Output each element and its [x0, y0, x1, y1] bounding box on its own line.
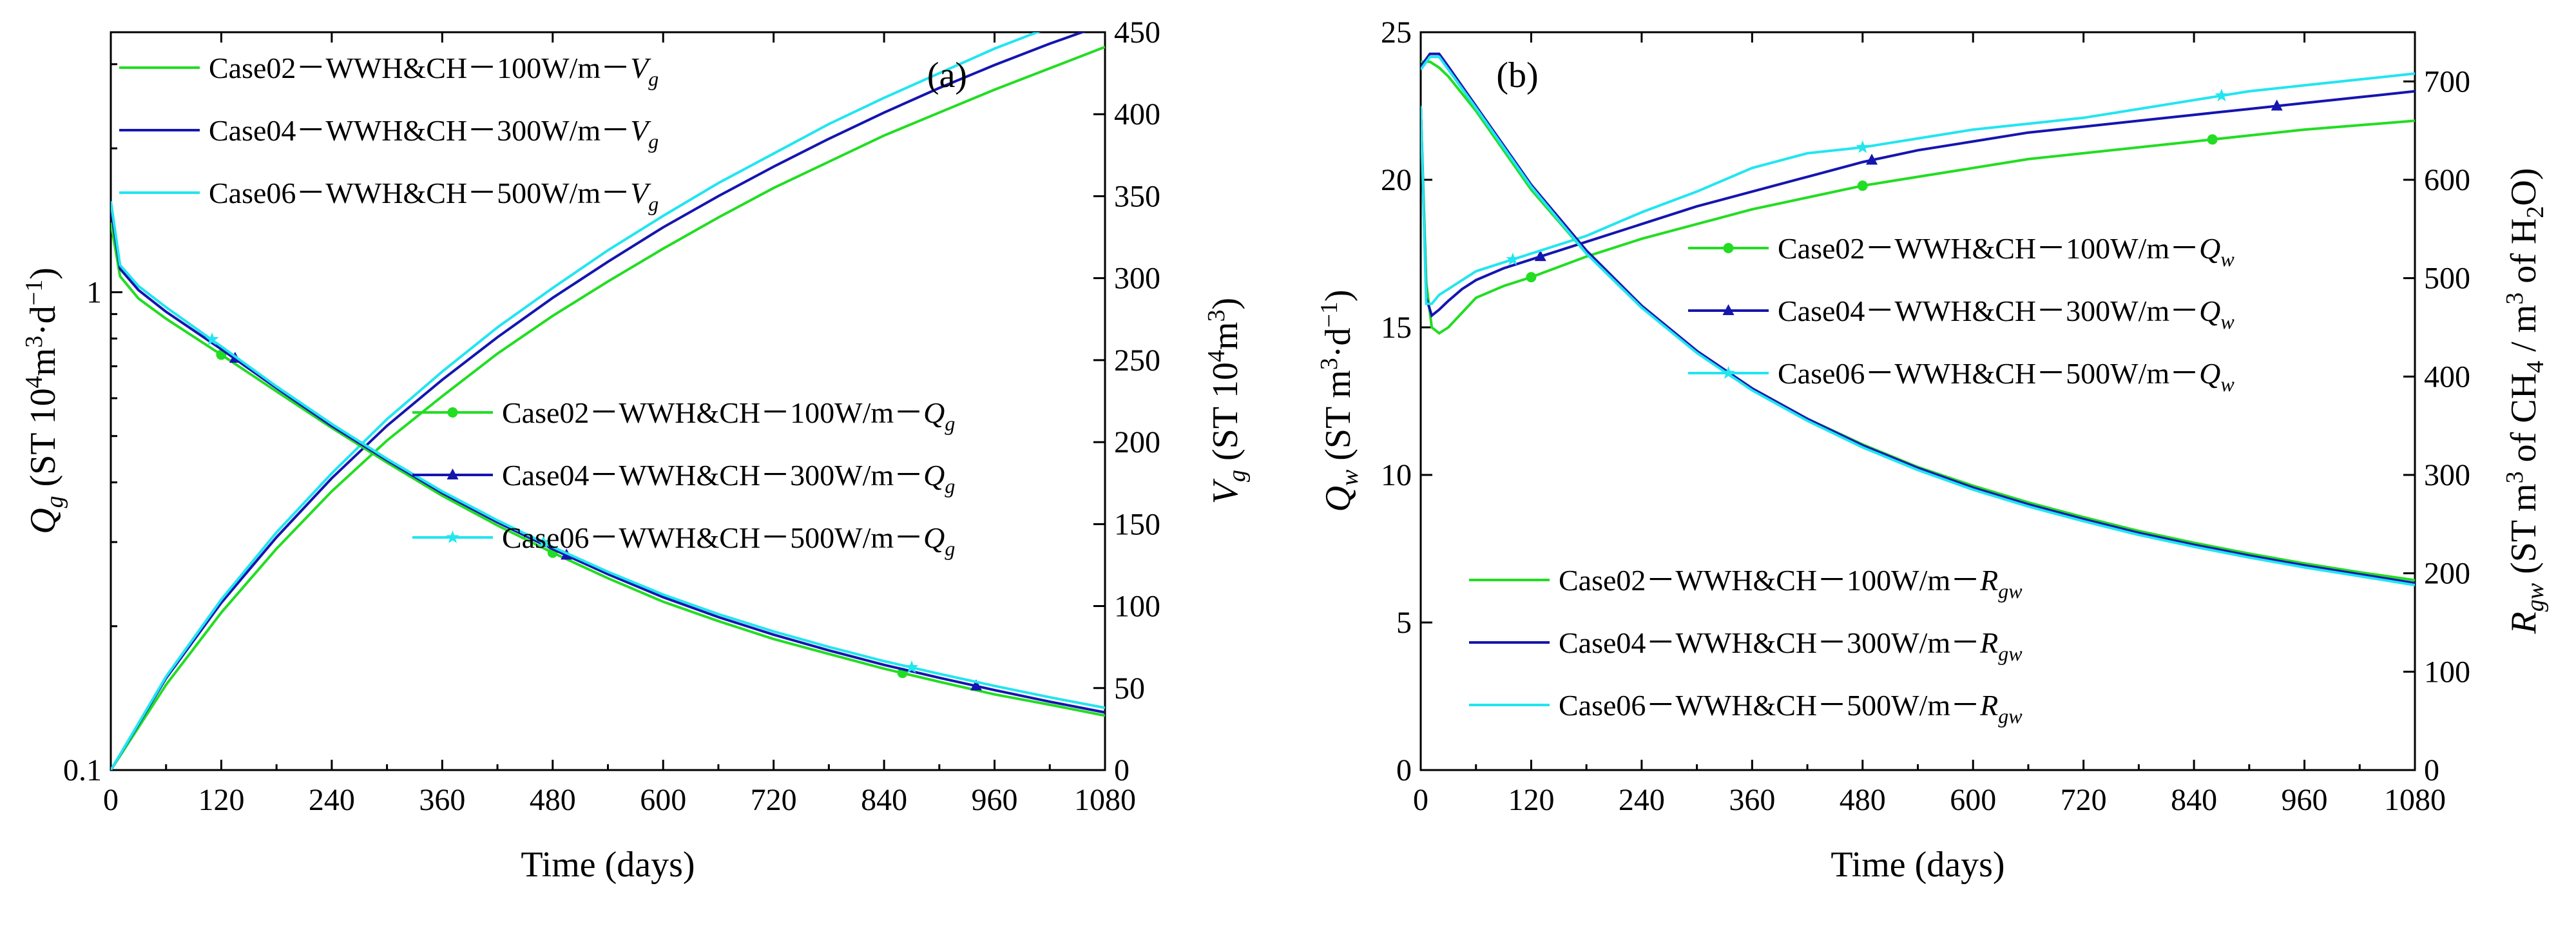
series-line-qg-3	[111, 201, 1105, 709]
y-right-tick-label: 0	[1114, 753, 1129, 787]
series-line-qw-1	[1421, 106, 2415, 335]
series-line-qw-3	[1421, 72, 2415, 305]
x-tick-label: 0	[1413, 783, 1428, 817]
x-tick-label: 1080	[2384, 783, 2446, 817]
chart-panel-b: 0 120 240 360 480 600 720 840 960 1080 Time (days)…	[1316, 15, 2549, 885]
series-marker-qg	[205, 332, 219, 345]
y-right-tick-label: 300	[2424, 458, 2470, 492]
legend-marker	[447, 468, 459, 479]
series-marker-qw	[2271, 99, 2283, 111]
legend-entry: Case04－WWH&CH－300W/m－Rgw	[1559, 626, 2023, 665]
x-tick-label: 0	[103, 783, 119, 817]
legend-marker	[446, 530, 459, 543]
legend-entry: Case02－WWH&CH－100W/m－Vg	[209, 52, 658, 90]
y-left-axis-title: Qw (ST m3·d−1)	[1316, 289, 1363, 512]
y-right-tick-label: 350	[1114, 179, 1160, 213]
series-line-vg-2	[111, 32, 1086, 770]
x-tick-label: 480	[1840, 783, 1886, 817]
x-tick-label: 960	[972, 783, 1018, 817]
y-right-tick-label: 200	[2424, 557, 2470, 591]
y-left-tick-label: 1	[86, 275, 102, 309]
y-right-tick-label: 400	[2424, 360, 2470, 394]
y-left-tick-label: 20	[1381, 163, 1412, 197]
x-tick-label: 600	[640, 783, 686, 817]
y-left-tick-label: 15	[1381, 311, 1412, 345]
x-tick-label: 840	[861, 783, 907, 817]
series-marker-qw	[1866, 153, 1878, 165]
y-right-axis-title: Rgw (ST m3 of CH4 / m3 of H2O)	[2501, 168, 2549, 635]
legend-entry: Case06－WWH&CH－500W/m－Rgw	[1559, 689, 2023, 728]
x-tick-label: 480	[530, 783, 576, 817]
y-left-tick-label: 25	[1381, 15, 1412, 50]
series-marker-qw	[1856, 140, 1870, 153]
series-marker-qg	[905, 660, 919, 673]
x-tick-label: 240	[309, 783, 355, 817]
series-marker-qg	[970, 679, 982, 691]
plot-frame	[1419, 31, 2416, 771]
y-left-tick-label: 0.1	[63, 753, 102, 787]
legend-entry: Case02－WWH&CH－100W/m－Qw	[1778, 232, 2235, 271]
panel-label: (b)	[1496, 55, 1538, 95]
series-marker-qw	[1534, 250, 1546, 262]
x-tick-label: 720	[751, 783, 797, 817]
y-right-tick-label: 100	[2424, 655, 2470, 689]
y-right-tick-label: 300	[1114, 262, 1160, 296]
x-axis-title: Time (days)	[1831, 845, 2004, 885]
legend-entry: Case02－WWH&CH－100W/m－Qg	[502, 396, 955, 435]
series-line-rgw-2	[1421, 52, 2415, 584]
x-tick-label: 720	[2061, 783, 2107, 817]
legend-entry: Case04－WWH&CH－300W/m－Qg	[502, 459, 955, 497]
chart-panel-a: 0 120 240 360 480 600 720 840 960 1080 Time (days)…	[21, 15, 1251, 885]
series-line-qw-2	[1421, 90, 2415, 318]
legend-entry: Case06－WWH&CH－500W/m－Vg	[209, 177, 658, 215]
series-marker-qw	[1506, 252, 1520, 265]
x-tick-label: 360	[419, 783, 465, 817]
y-left-tick-label: 5	[1396, 606, 1412, 640]
series-line-rgw-3	[1421, 55, 2415, 586]
x-axis-title: Time (days)	[521, 845, 695, 885]
legend-marker	[447, 407, 458, 418]
y-right-tick-label: 600	[2424, 163, 2470, 197]
series-line-vg-1	[111, 46, 1105, 770]
legend-entry: Case04－WWH&CH－300W/m－Vg	[209, 114, 658, 153]
legend-marker	[1723, 243, 1734, 253]
y-right-tick-label: 50	[1114, 671, 1145, 706]
x-tick-label: 840	[2171, 783, 2217, 817]
series-marker-qw	[2207, 134, 2218, 145]
series-marker-qg	[537, 535, 550, 548]
x-tick-label: 240	[1619, 783, 1665, 817]
y-right-axis-title: Vg (ST 104m3)	[1203, 298, 1251, 504]
y-right-tick-label: 0	[2424, 753, 2439, 787]
y-right-tick-label: 250	[1114, 343, 1160, 378]
y-right-tick-label: 400	[1114, 97, 1160, 131]
y-left-axis-title: Qg (ST 104m3·d−1)	[21, 267, 68, 534]
series-marker-qw	[1526, 272, 1537, 283]
y-right-tick-label: 150	[1114, 507, 1160, 541]
y-right-tick-label: 100	[1114, 590, 1160, 624]
legend-marker	[1722, 304, 1735, 315]
x-tick-label: 960	[2282, 783, 2328, 817]
y-right-tick-label: 500	[2424, 262, 2470, 296]
x-tick-label: 360	[1729, 783, 1775, 817]
legend-entry: Case02－WWH&CH－100W/m－Rgw	[1559, 564, 2023, 603]
x-tick-label: 120	[198, 783, 244, 817]
y-right-tick-label: 700	[2424, 64, 2470, 99]
series-marker-qw	[2215, 88, 2229, 102]
legend-entry: Case06－WWH&CH－500W/m－Qw	[1778, 357, 2235, 396]
panel-label: (a)	[927, 55, 967, 95]
legend-marker	[1722, 366, 1735, 379]
legend-entry: Case04－WWH&CH－300W/m－Qw	[1778, 294, 2235, 333]
series-marker-qw	[1857, 180, 1868, 191]
y-left-tick-label: 10	[1381, 458, 1412, 492]
x-tick-label: 120	[1508, 783, 1554, 817]
series-line-qg-2	[111, 207, 1105, 714]
x-tick-label: 1080	[1074, 783, 1136, 817]
y-right-tick-label: 450	[1114, 15, 1160, 50]
y-left-tick-label: 0	[1396, 753, 1412, 787]
x-tick-label: 600	[1950, 783, 1996, 817]
series-line-vg-3	[111, 32, 1041, 770]
y-right-tick-label: 200	[1114, 425, 1160, 459]
legend-entry: Case06－WWH&CH－500W/m－Qg	[502, 521, 955, 560]
